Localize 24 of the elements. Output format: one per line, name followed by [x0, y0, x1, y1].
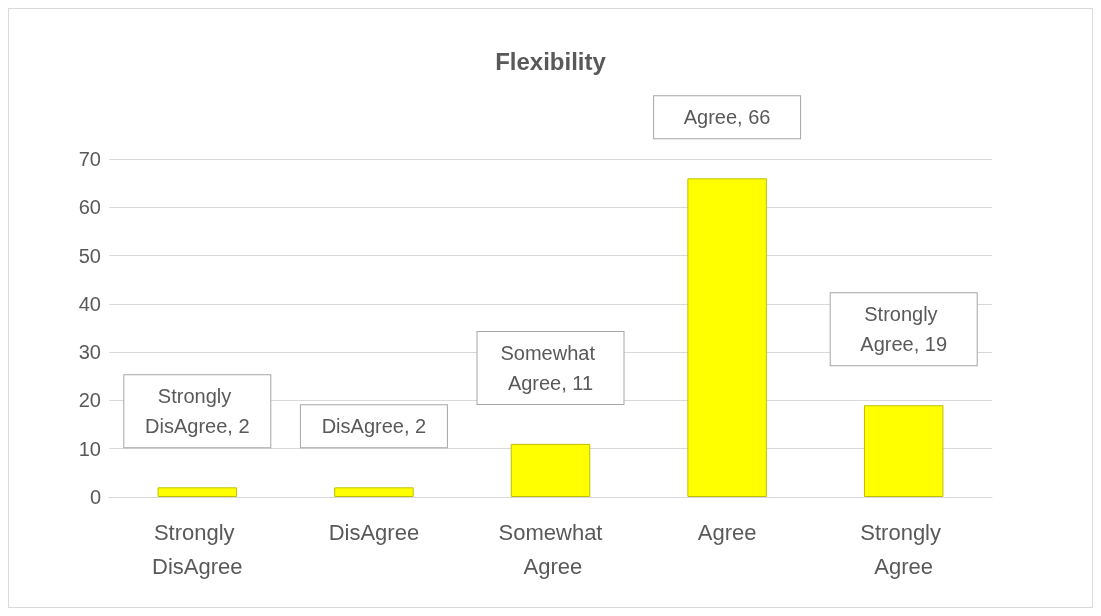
data-label: Strongly DisAgree, 2	[145, 385, 250, 438]
bar	[334, 487, 414, 497]
y-tick-label: 40	[78, 292, 101, 315]
data-label: DisAgree, 2	[321, 415, 427, 438]
y-tick-label: 60	[78, 196, 101, 219]
y-tick-label: 10	[78, 437, 101, 460]
y-tick-label: 0	[89, 486, 101, 508]
data-label: Somewhat Agree, 11	[500, 341, 601, 394]
x-tick-label: Somewhat Agree	[498, 519, 603, 579]
x-tick-label: Agree	[697, 519, 757, 545]
y-tick-label: 30	[78, 341, 101, 364]
bar	[863, 405, 944, 497]
x-tick-label: DisAgree	[328, 519, 420, 545]
bar	[510, 443, 591, 497]
y-tick-label: 50	[78, 244, 101, 267]
y-tick-label: 20	[78, 389, 101, 412]
data-label: Agree, 66	[683, 106, 771, 129]
bar	[157, 487, 238, 497]
x-tick-label: Strongly Agree	[860, 519, 948, 579]
y-tick-label: 70	[78, 148, 101, 170]
chart-title: Flexibility	[495, 47, 607, 75]
x-tick-label: Strongly DisAgree	[152, 519, 243, 579]
data-label: Strongly Agree, 19	[860, 303, 948, 356]
bar	[687, 178, 767, 497]
